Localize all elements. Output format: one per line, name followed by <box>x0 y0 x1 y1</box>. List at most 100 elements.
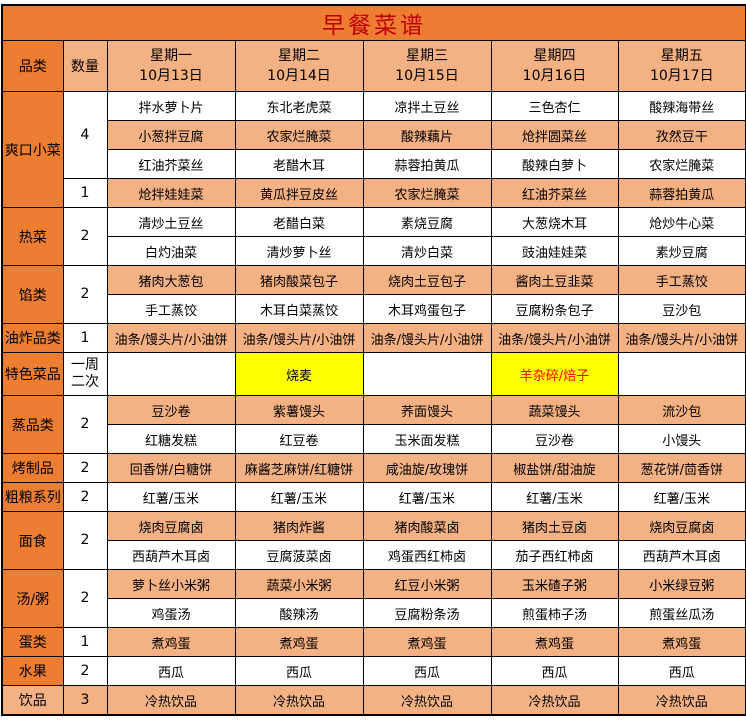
menu-cell: 酸辣海带丝 <box>617 91 746 121</box>
column-header-friday: 星期五 10月17日 <box>617 40 746 92</box>
menu-cell: 椒盐饼/甜油旋 <box>490 453 619 483</box>
menu-cell: 油条/馒头片/小油饼 <box>106 323 236 353</box>
menu-cell: 蔬菜馒头 <box>490 395 619 425</box>
menu-cell: 回香饼/白糖饼 <box>106 453 236 483</box>
table-row: 水果 2 西瓜 西瓜 西瓜 西瓜 西瓜 <box>1 656 746 686</box>
menu-cell: 荞面馒头 <box>362 395 492 425</box>
table-row: 汤/粥 2 萝卜丝小米粥 蔬菜小米粥 红豆小米粥 玉米碴子粥 小米绿豆粥 <box>1 569 746 628</box>
menu-cell: 咸油旋/玫瑰饼 <box>362 453 492 483</box>
column-header-wednesday: 星期三 10月15日 <box>362 40 492 92</box>
menu-cell: 油条/馒头片/小油饼 <box>234 323 364 353</box>
menu-cell: 清炒土豆丝 <box>106 207 236 237</box>
quantity-cell: 2 <box>62 395 108 454</box>
table-row: 馅类 2 猪肉大葱包 猪肉酸菜包子 烧肉土豆包子 酱肉土豆韭菜 手工蒸饺 <box>1 265 746 324</box>
menu-cell: 西瓜 <box>106 656 236 686</box>
menu-cell: 红油芥菜丝 <box>106 149 236 179</box>
title-row: 早餐菜谱 <box>1 4 746 41</box>
category-cell: 粗粮系列 <box>1 482 64 512</box>
menu-cell: 冷热饮品 <box>234 685 364 716</box>
day-date: 10月17日 <box>649 68 714 84</box>
menu-cell: 煮鸡蛋 <box>362 627 492 657</box>
quantity-cell: 一周 二次 <box>62 352 108 396</box>
menu-cell: 豆沙卷 <box>106 395 236 425</box>
category-cell: 饮品 <box>1 685 64 716</box>
menu-cell: 葱花饼/茴香饼 <box>617 453 746 483</box>
menu-cell: 老醋白菜 <box>234 207 364 237</box>
day-date: 10月15日 <box>395 68 459 84</box>
menu-cell: 农家烂腌菜 <box>362 178 492 208</box>
table-row: 烤制品 2 回香饼/白糖饼 麻酱芝麻饼/红糖饼 咸油旋/玫瑰饼 椒盐饼/甜油旋 葱花饼/茴香… <box>1 453 746 483</box>
menu-cell: 豆腐粉条包子 <box>490 294 619 324</box>
menu-cell: 小葱拌豆腐 <box>106 120 236 150</box>
table-row: 爽口小菜 4 拌水萝卜片 东北老虎菜 凉拌土豆丝 三色杏仁 酸辣海带丝 <box>1 91 746 208</box>
quantity-cell: 1 <box>62 178 108 208</box>
table-row: 面食 2 烧肉豆腐卤 猪肉炸酱 猪肉酸菜卤 猪肉土豆卤 烧肉豆腐卤 <box>1 511 746 570</box>
category-cell: 特色菜品 <box>1 352 64 396</box>
menu-cell: 油条/馒头片/小油饼 <box>362 323 492 353</box>
menu-cell: 猪肉酸菜卤 <box>362 511 492 541</box>
table-row: 西葫芦木耳卤 豆腐菠菜卤 鸡蛋西红柿卤 茄子西红柿卤 西葫芦木耳卤 <box>2 540 746 570</box>
menu-cell: 煮鸡蛋 <box>234 627 364 657</box>
quantity-cell: 2 <box>62 453 108 483</box>
menu-cell: 猪肉炸酱 <box>234 511 364 541</box>
menu-cell: 豆腐粉条汤 <box>362 598 492 628</box>
menu-cell: 手工蒸饺 <box>106 294 236 324</box>
menu-cell: 红豆小米粥 <box>362 569 492 599</box>
menu-cell: 三色杏仁 <box>490 91 619 121</box>
quantity-cell: 4 <box>62 91 108 179</box>
menu-cell: 农家烂腌菜 <box>234 120 364 150</box>
menu-cell <box>617 352 746 396</box>
table-row: 红糖发糕 红豆卷 玉米面发糕 豆沙卷 小馒头 <box>2 424 746 454</box>
table-row: 饮品 3 冷热饮品 冷热饮品 冷热饮品 冷热饮品 冷热饮品 <box>1 685 746 716</box>
table-row: 热菜 2 清炒土豆丝 老醋白菜 素烧豆腐 大葱烧木耳 炝炒牛心菜 <box>1 207 746 266</box>
day-date: 10月16日 <box>522 68 587 84</box>
breakfast-menu-table: 早餐菜谱 品类 数量 星期一 10月13日 星期二 10月14日 星期三 10月… <box>1 4 746 716</box>
menu-cell: 西瓜 <box>617 656 746 686</box>
menu-cell: 清炒白菜 <box>362 236 492 266</box>
menu-cell: 西瓜 <box>362 656 492 686</box>
column-header-thursday: 星期四 10月16日 <box>490 40 619 92</box>
menu-cell: 老醋木耳 <box>234 149 364 179</box>
quantity-cell: 2 <box>62 207 108 266</box>
table-row: 油炸品类 1 油条/馒头片/小油饼 油条/馒头片/小油饼 油条/馒头片/小油饼 油条/馒头… <box>1 323 746 353</box>
menu-cell: 鸡蛋汤 <box>106 598 236 628</box>
table-row: 鸡蛋汤 酸辣汤 豆腐粉条汤 煎蛋柿子汤 煎蛋丝瓜汤 <box>2 598 746 628</box>
quantity-cell: 1 <box>62 627 108 657</box>
menu-cell: 豆腐菠菜卤 <box>234 540 364 570</box>
table-row: 粗粮系列 2 红薯/玉米 红薯/玉米 红薯/玉米 红薯/玉米 红薯/玉米 <box>1 482 746 512</box>
quantity-cell: 2 <box>62 511 108 570</box>
column-header-tuesday: 星期二 10月14日 <box>234 40 364 92</box>
table-row: 蒸品类 2 豆沙卷 紫薯馒头 荞面馒头 蔬菜馒头 流沙包 <box>1 395 746 454</box>
menu-cell: 豆沙卷 <box>490 424 619 454</box>
day-name: 星期四 <box>533 47 576 64</box>
menu-cell: 东北老虎菜 <box>234 91 364 121</box>
menu-cell: 西瓜 <box>234 656 364 686</box>
category-cell: 烤制品 <box>1 453 64 483</box>
menu-cell: 西葫芦木耳卤 <box>617 540 746 570</box>
menu-cell: 蒜蓉拍黄瓜 <box>362 149 492 179</box>
menu-cell: 红薯/玉米 <box>234 482 364 512</box>
menu-cell: 农家烂腌菜 <box>617 149 746 179</box>
menu-cell: 烧麦 <box>234 352 364 396</box>
menu-cell: 孜然豆干 <box>617 120 746 150</box>
menu-cell: 酱肉土豆韭菜 <box>490 265 619 295</box>
category-cell: 热菜 <box>1 207 64 266</box>
menu-cell: 烧肉豆腐卤 <box>617 511 746 541</box>
menu-cell: 麻酱芝麻饼/红糖饼 <box>234 453 364 483</box>
table-row: 蛋类 1 煮鸡蛋 煮鸡蛋 煮鸡蛋 煮鸡蛋 煮鸡蛋 <box>1 627 746 657</box>
menu-cell: 煮鸡蛋 <box>617 627 746 657</box>
menu-cell: 木耳鸡蛋包子 <box>362 294 492 324</box>
menu-cell <box>362 352 492 396</box>
menu-cell: 拌水萝卜片 <box>106 91 236 121</box>
menu-cell: 猪肉土豆卤 <box>490 511 619 541</box>
day-name: 星期五 <box>660 47 703 64</box>
column-header-monday: 星期一 10月13日 <box>106 40 236 92</box>
menu-cell: 茄子西红柿卤 <box>490 540 619 570</box>
menu-cell: 玉米面发糕 <box>362 424 492 454</box>
menu-cell: 红薯/玉米 <box>106 482 236 512</box>
menu-cell: 清炒萝卜丝 <box>234 236 364 266</box>
menu-cell: 炝炒牛心菜 <box>617 207 746 237</box>
menu-cell: 煎蛋柿子汤 <box>490 598 619 628</box>
column-header-category: 品类 <box>1 40 64 92</box>
table-row: 1 炝拌娃娃菜 黄瓜拌豆皮丝 农家烂腌菜 红油芥菜丝 蒜蓉拍黄瓜 <box>2 178 746 208</box>
